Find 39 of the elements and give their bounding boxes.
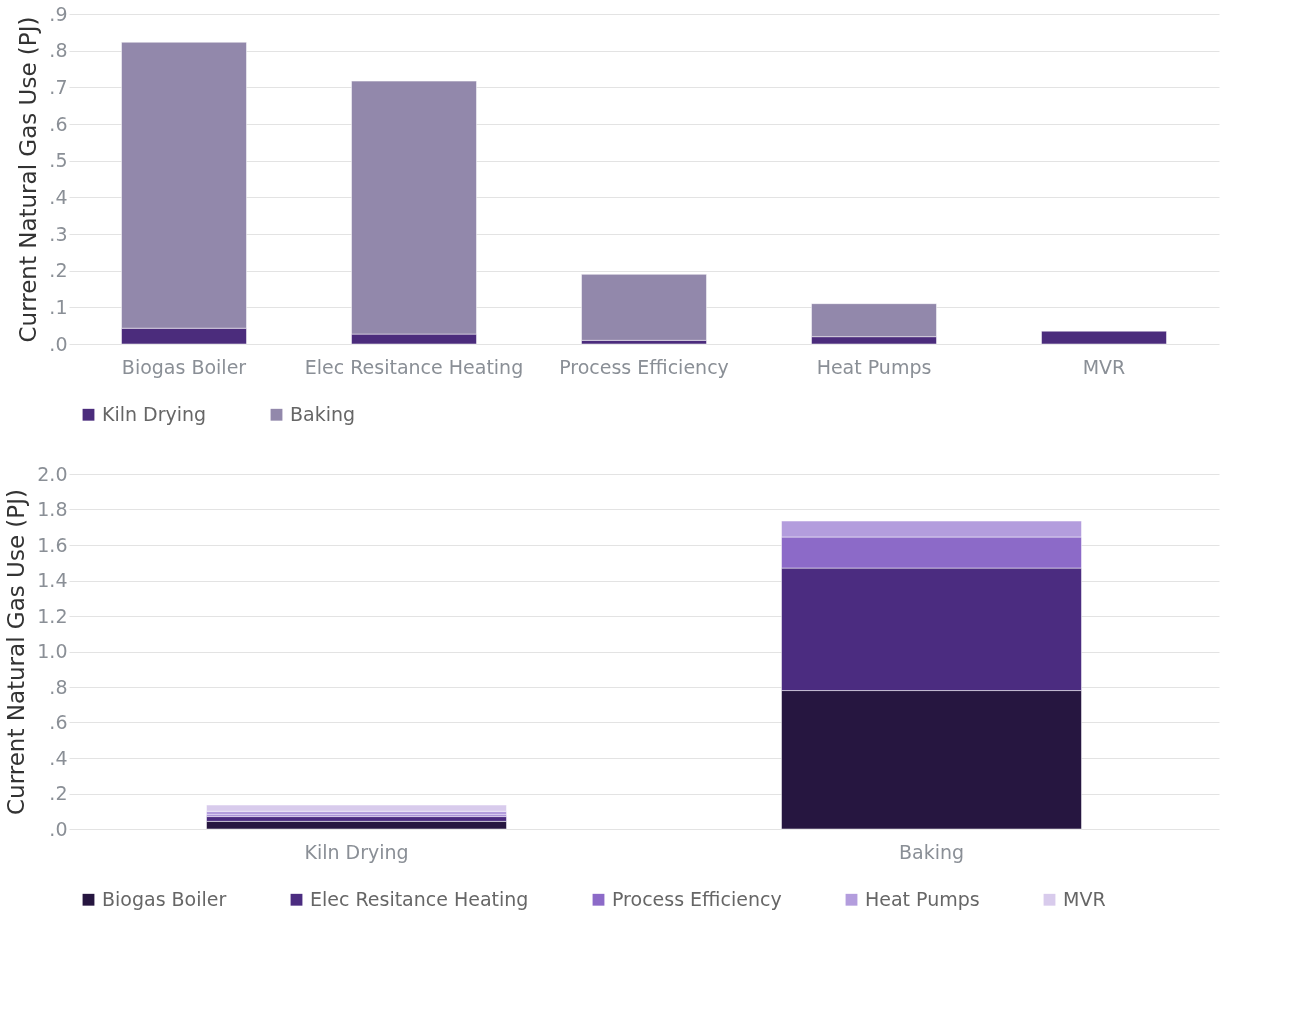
legend-label: Elec Resitance Heating xyxy=(310,887,529,910)
y-tick-label: .2 xyxy=(49,259,68,282)
y-tick-label: .7 xyxy=(49,75,68,98)
y-tick-label: 1.0 xyxy=(37,640,68,662)
x-tick-label: Elec Resitance Heating xyxy=(304,355,524,378)
y-tick-label: .5 xyxy=(49,149,68,172)
y-tick-label: .2 xyxy=(49,782,68,804)
y-tick-label: 1.4 xyxy=(37,569,68,591)
y-axis-title: Current Natural Gas Use (PJ) xyxy=(15,16,42,343)
y-tick-label: .8 xyxy=(49,675,68,698)
y-tick-label: .0 xyxy=(49,817,68,840)
legend-label: Baking xyxy=(290,402,356,425)
legend-label: Biogas Boiler xyxy=(102,887,227,910)
x-tick-label: Process Efficiency xyxy=(559,355,729,378)
bar xyxy=(206,821,507,830)
y-tick-label: .4 xyxy=(49,185,68,208)
legend-label: MVR xyxy=(1063,887,1106,910)
legend-label: Kiln Drying xyxy=(102,402,207,425)
y-tick-label: .4 xyxy=(49,746,68,769)
y-tick-label: 1.8 xyxy=(37,498,68,520)
y-tick-label: .6 xyxy=(49,711,68,733)
x-tick-label: Biogas Boiler xyxy=(121,355,247,378)
bar xyxy=(206,804,507,812)
y-tick-label: .6 xyxy=(49,112,68,135)
y-tick-label: 2.0 xyxy=(37,462,68,485)
y-tick-label: 1.2 xyxy=(37,604,68,627)
legend-label: Process Efficiency xyxy=(612,887,782,910)
y-tick-label: .8 xyxy=(49,39,68,62)
y-tick-label: .1 xyxy=(49,295,68,318)
y-axis-title: Current Natural Gas Use (PJ) xyxy=(3,489,30,815)
y-tick-label: .0 xyxy=(49,332,68,355)
bar xyxy=(581,274,707,341)
y-tick-label: 1.6 xyxy=(37,533,68,556)
x-tick-label: MVR xyxy=(1082,355,1126,378)
legend-label: Heat Pumps xyxy=(865,887,980,910)
bar xyxy=(1041,330,1167,345)
y-tick-label: .9 xyxy=(49,2,68,25)
x-tick-label: Heat Pumps xyxy=(816,355,932,378)
y-tick-label: .3 xyxy=(49,222,68,245)
